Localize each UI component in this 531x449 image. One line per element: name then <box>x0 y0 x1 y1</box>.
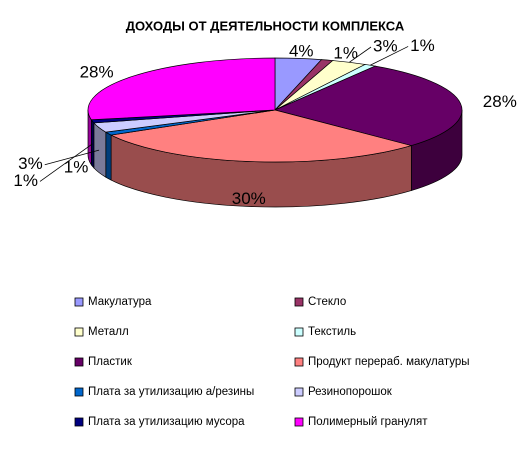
pie-tops <box>87 57 463 163</box>
value-label: 30% <box>232 189 266 208</box>
pie-slice-side <box>105 131 112 181</box>
legend-label: Продукт перераб. макулатуры <box>308 356 470 368</box>
legend-swatch <box>294 297 304 307</box>
pie-slice <box>109 109 413 163</box>
legend-swatch <box>74 357 84 367</box>
legend-swatch <box>74 417 84 427</box>
leader-line <box>349 46 372 63</box>
legend-label: Резинопорошок <box>308 386 393 398</box>
value-labels: 4% 1% 3% 1%28%30%1%3%1%28% <box>13 36 516 208</box>
legend: Макулатура Стекло Металл Текстиль Пластик Про… <box>74 296 470 428</box>
value-label: 28% <box>80 62 114 81</box>
legend-label: Плата за утилизацию а/резины <box>88 386 254 398</box>
legend-swatch <box>294 327 304 337</box>
legend-label: Плата за утилизацию мусора <box>88 416 245 428</box>
leader-line <box>370 46 409 66</box>
legend-label: Пластик <box>88 356 133 368</box>
leader-line <box>44 149 100 166</box>
value-label: 28% <box>483 92 517 111</box>
pie-sides <box>87 109 463 208</box>
legend-label: Стекло <box>308 296 346 308</box>
value-label: 4% <box>289 42 314 61</box>
leader-line <box>39 143 93 182</box>
legend-swatch <box>294 417 304 427</box>
value-label: 1% <box>64 157 89 176</box>
legend-swatch <box>74 327 84 337</box>
legend-swatch <box>74 387 84 397</box>
chart-title: ДОХОДЫ ОТ ДЕЯТЕЛЬНОСТИ КОМПЛЕКСА <box>126 18 405 33</box>
legend-label: Макулатура <box>88 296 152 308</box>
pie-slice <box>87 57 276 121</box>
value-label: 3% <box>373 36 398 55</box>
legend-swatch <box>294 387 304 397</box>
value-label: 1% <box>13 171 38 190</box>
legend-label: Текстиль <box>308 326 356 338</box>
pie-slice-side <box>90 118 95 169</box>
legend-label: Металл <box>88 326 129 338</box>
legend-swatch <box>74 297 84 307</box>
pie-slice <box>273 65 463 146</box>
value-label: 1% <box>410 36 435 55</box>
value-label: 3% <box>18 154 43 173</box>
legend-label: Полимерный гранулят <box>308 416 428 428</box>
legend-swatch <box>294 357 304 367</box>
value-label: 1% <box>333 44 358 63</box>
